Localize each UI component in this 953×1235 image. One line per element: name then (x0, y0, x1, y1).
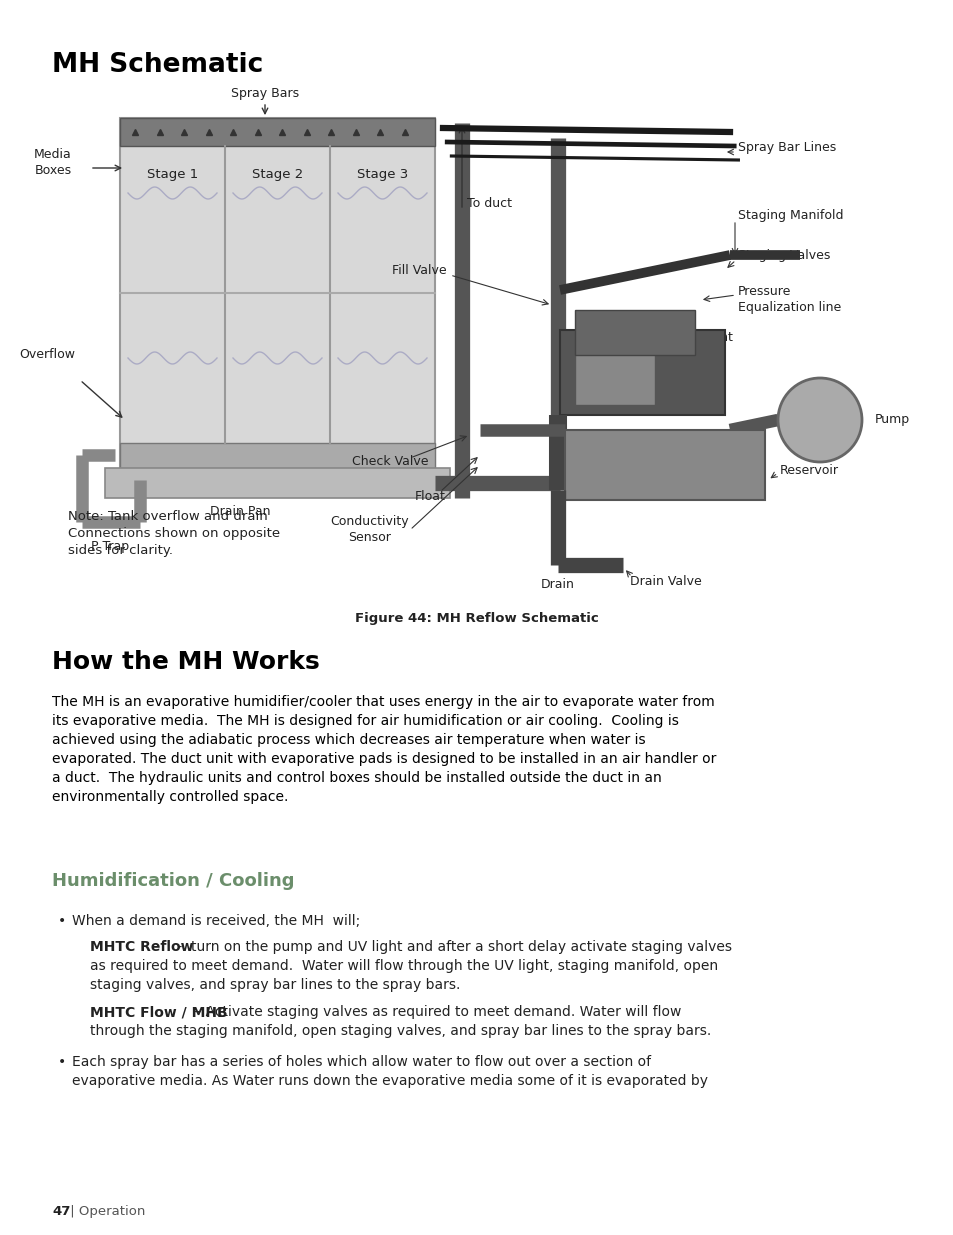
Text: MHTC Reflow: MHTC Reflow (90, 940, 193, 953)
Text: | Operation: | Operation (66, 1205, 145, 1218)
Text: Media
Boxes: Media Boxes (34, 148, 71, 178)
Text: Humidification / Cooling: Humidification / Cooling (52, 872, 294, 890)
Bar (564, 430, 764, 500)
Text: Each spray bar has a series of holes which allow water to flow out over a sectio: Each spray bar has a series of holes whi… (71, 1055, 651, 1070)
Text: Stage 3: Stage 3 (356, 168, 408, 182)
Text: Note: Tank overflow and drain
Connections shown on opposite
sides for clarity.: Note: Tank overflow and drain Connection… (68, 510, 280, 557)
Text: Drain: Drain (540, 578, 575, 592)
Text: Conductivity
Sensor: Conductivity Sensor (331, 515, 409, 543)
Bar (575, 340, 655, 405)
Bar (120, 119, 435, 146)
Text: through the staging manifold, open staging valves, and spray bar lines to the sp: through the staging manifold, open stagi… (90, 1024, 711, 1037)
Text: To duct: To duct (467, 198, 512, 210)
Text: Spray Bar Lines: Spray Bar Lines (738, 142, 836, 154)
Circle shape (778, 378, 862, 462)
Text: achieved using the adiabatic process which decreases air temperature when water : achieved using the adiabatic process whi… (52, 734, 645, 747)
Text: Spray Bars: Spray Bars (231, 86, 298, 100)
Text: -  turn on the pump and UV light and after a short delay activate staging valves: - turn on the pump and UV light and afte… (172, 940, 731, 953)
Bar (105, 468, 450, 498)
Text: Staging Manifold: Staging Manifold (738, 209, 842, 221)
Text: Stage 1: Stage 1 (147, 168, 198, 182)
Text: environmentally controlled space.: environmentally controlled space. (52, 790, 288, 804)
Text: Fill Valve: Fill Valve (392, 263, 447, 277)
Bar (559, 330, 724, 415)
Text: its evaporative media.  The MH is designed for air humidification or air cooling: its evaporative media. The MH is designe… (52, 714, 679, 727)
Text: Drain Valve: Drain Valve (629, 576, 701, 588)
Bar (120, 119, 435, 468)
Text: How the MH Works: How the MH Works (52, 650, 319, 674)
Text: P Trap: P Trap (91, 540, 129, 553)
Text: Figure 44: MH Reflow Schematic: Figure 44: MH Reflow Schematic (355, 613, 598, 625)
Text: The MH is an evaporative humidifier/cooler that uses energy in the air to evapor: The MH is an evaporative humidifier/cool… (52, 695, 714, 709)
Bar (575, 310, 695, 354)
Text: MHTC Flow / MHB: MHTC Flow / MHB (90, 1005, 228, 1019)
Text: – Activate staging valves as required to meet demand. Water will flow: – Activate staging valves as required to… (190, 1005, 680, 1019)
Text: •: • (58, 1055, 66, 1070)
Text: staging valves, and spray bar lines to the spray bars.: staging valves, and spray bar lines to t… (90, 978, 460, 992)
Text: Reservoir: Reservoir (780, 463, 838, 477)
Text: Pressure
Equalization line: Pressure Equalization line (738, 285, 841, 314)
Text: Pump: Pump (874, 414, 909, 426)
Bar (120, 443, 435, 468)
Text: •: • (58, 914, 66, 927)
Text: 47: 47 (52, 1205, 71, 1218)
Text: Staging Valves: Staging Valves (738, 248, 829, 262)
Text: a duct.  The hydraulic units and control boxes should be installed outside the d: a duct. The hydraulic units and control … (52, 771, 661, 785)
Text: evaporated. The duct unit with evaporative pads is designed to be installed in a: evaporated. The duct unit with evaporati… (52, 752, 716, 766)
Text: UV Light: UV Light (679, 331, 732, 345)
Text: MH Schematic: MH Schematic (52, 52, 263, 78)
Text: Overflow: Overflow (19, 348, 75, 362)
Text: Check Valve: Check Valve (352, 454, 428, 468)
Text: When a demand is received, the MH  will;: When a demand is received, the MH will; (71, 914, 360, 927)
Text: as required to meet demand.  Water will flow through the UV light, staging manif: as required to meet demand. Water will f… (90, 960, 718, 973)
Text: Float: Float (415, 490, 445, 503)
Text: Drain Pan: Drain Pan (210, 505, 270, 517)
Text: evaporative media. As Water runs down the evaporative media some of it is evapor: evaporative media. As Water runs down th… (71, 1074, 707, 1088)
Text: Stage 2: Stage 2 (252, 168, 303, 182)
